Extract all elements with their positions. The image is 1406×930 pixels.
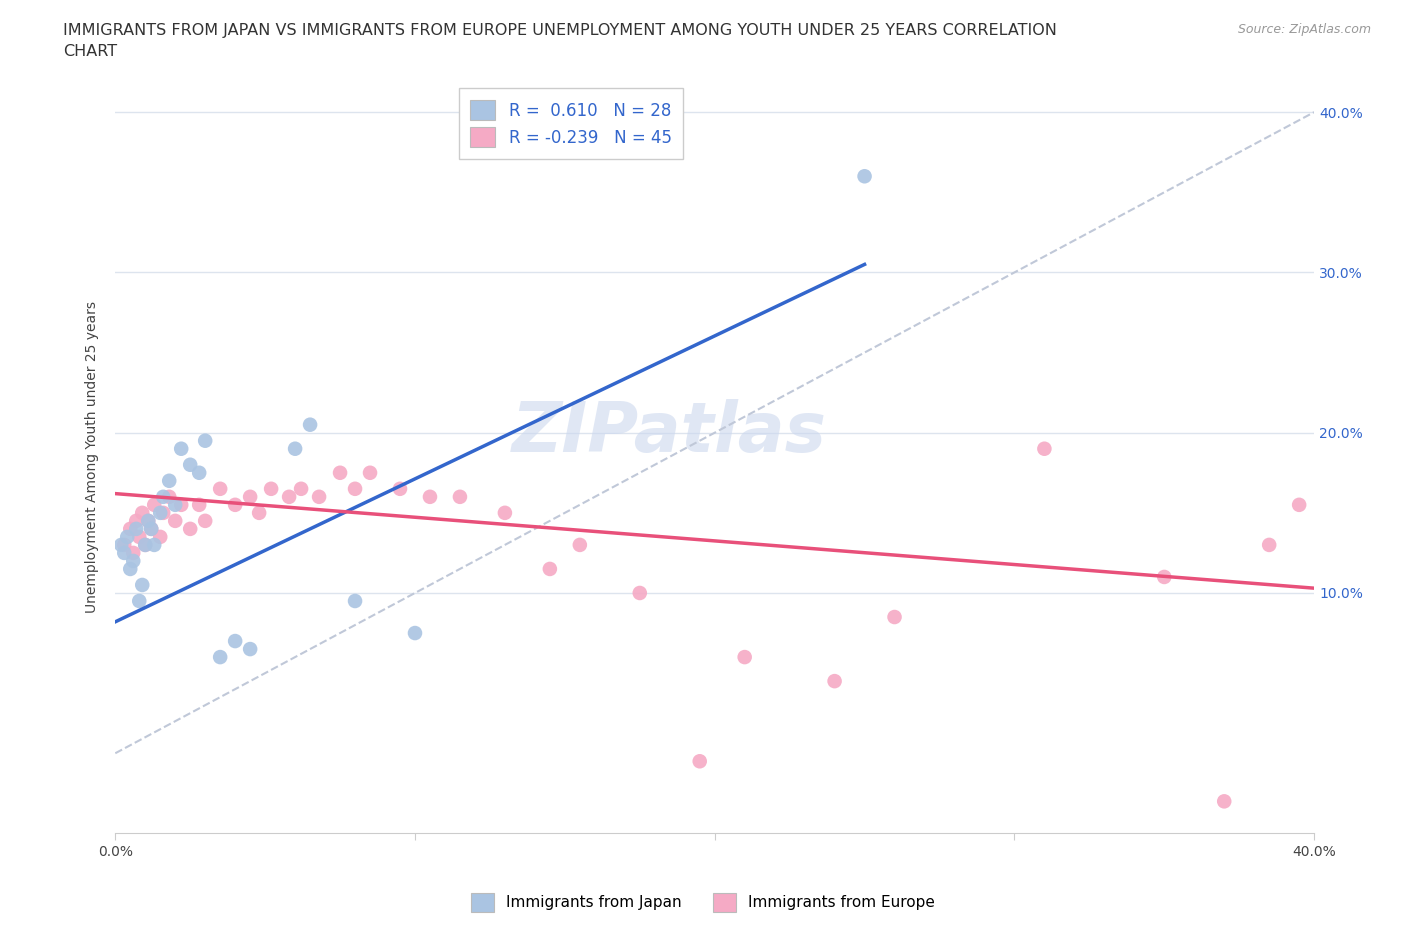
Point [122, 553, 145, 568]
Point [224, 498, 246, 512]
Point [734, 650, 756, 665]
Point [494, 505, 516, 520]
Point [143, 498, 166, 512]
Point [568, 538, 591, 552]
Point [125, 522, 148, 537]
Point [120, 522, 142, 537]
Point [152, 489, 174, 504]
Point [209, 482, 232, 497]
Point [149, 529, 172, 544]
Point [299, 418, 322, 432]
Point [134, 538, 156, 552]
Point [290, 482, 312, 497]
Point [1288, 498, 1310, 512]
Point [120, 562, 142, 577]
Legend: Immigrants from Japan, Immigrants from Europe: Immigrants from Japan, Immigrants from E… [465, 887, 941, 918]
Point [152, 505, 174, 520]
Point [344, 593, 367, 608]
Point [883, 609, 905, 624]
Legend: R =  0.610   N = 28, R = -0.239   N = 45: R = 0.610 N = 28, R = -0.239 N = 45 [458, 88, 683, 159]
Point [388, 482, 411, 497]
Point [170, 442, 193, 457]
Point [449, 489, 471, 504]
Point [1258, 538, 1281, 552]
Point [247, 505, 270, 520]
Point [149, 505, 172, 520]
Point [179, 458, 201, 472]
Point [329, 465, 352, 480]
Point [125, 513, 148, 528]
Point [165, 498, 187, 512]
Point [284, 442, 307, 457]
Point [143, 538, 166, 552]
Text: IMMIGRANTS FROM JAPAN VS IMMIGRANTS FROM EUROPE UNEMPLOYMENT AMONG YOUTH UNDER 2: IMMIGRANTS FROM JAPAN VS IMMIGRANTS FROM… [63, 23, 1057, 38]
Point [194, 433, 217, 448]
Text: ZIPatlas: ZIPatlas [512, 399, 827, 466]
Point [194, 513, 217, 528]
Point [1033, 442, 1056, 457]
Point [141, 522, 163, 537]
Point [239, 642, 262, 657]
Point [344, 482, 367, 497]
Y-axis label: Unemployment Among Youth under 25 years: Unemployment Among Youth under 25 years [86, 300, 100, 613]
Point [157, 473, 180, 488]
Point [628, 586, 651, 601]
Point [260, 482, 283, 497]
Point [179, 522, 201, 537]
Point [853, 169, 876, 184]
Point [224, 633, 246, 648]
Point [134, 538, 156, 552]
Point [308, 489, 330, 504]
Point [110, 538, 132, 552]
Text: CHART: CHART [63, 44, 117, 59]
Point [209, 650, 232, 665]
Text: Source: ZipAtlas.com: Source: ZipAtlas.com [1237, 23, 1371, 36]
Point [131, 578, 153, 592]
Point [141, 522, 163, 537]
Point [188, 498, 211, 512]
Point [122, 546, 145, 561]
Point [157, 489, 180, 504]
Point [404, 626, 426, 641]
Point [239, 489, 262, 504]
Point [824, 673, 846, 688]
Point [170, 498, 193, 512]
Point [112, 546, 135, 561]
Point [278, 489, 301, 504]
Point [128, 529, 150, 544]
Point [359, 465, 381, 480]
Point [1213, 794, 1236, 809]
Point [112, 538, 135, 552]
Point [419, 489, 441, 504]
Point [136, 513, 159, 528]
Point [165, 513, 187, 528]
Point [117, 529, 139, 544]
Point [136, 513, 159, 528]
Point [1153, 569, 1175, 584]
Point [131, 505, 153, 520]
Point [538, 562, 561, 577]
Point [188, 465, 211, 480]
Point [689, 754, 711, 769]
Point [128, 593, 150, 608]
